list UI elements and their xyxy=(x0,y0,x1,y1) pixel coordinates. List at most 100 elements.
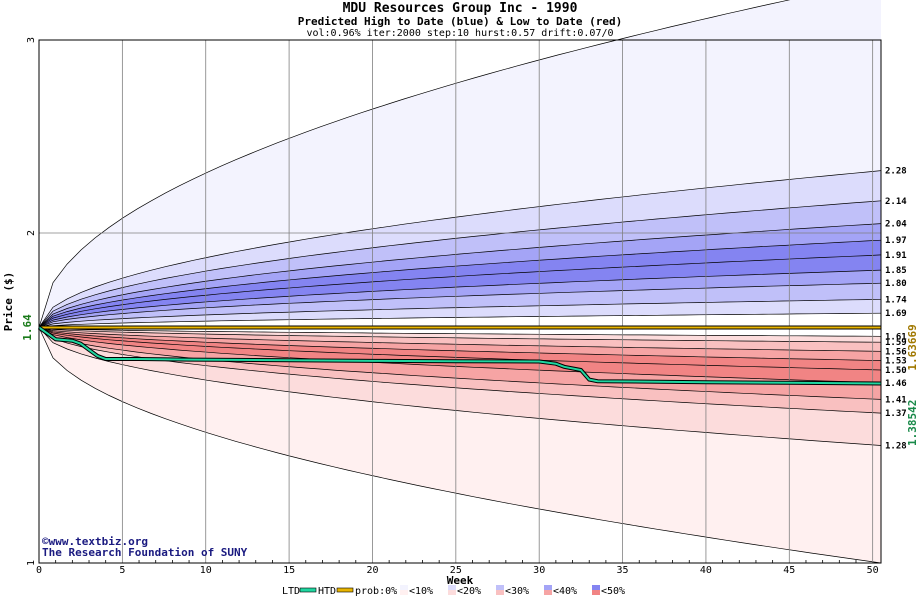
band-end-value-label: 1.41 xyxy=(885,395,907,405)
grid-lines xyxy=(39,40,881,563)
legend-blue-swatch xyxy=(592,585,600,590)
legend-blue-swatch xyxy=(544,585,552,590)
low-to-date-line xyxy=(38,326,882,385)
legend-bin-label: <20% xyxy=(457,586,481,597)
low-band xyxy=(39,327,881,446)
high-band xyxy=(39,200,881,328)
y-tick-label: 1 xyxy=(26,560,37,566)
chart-subtitle: Predicted High to Date (blue) & Low to D… xyxy=(297,15,623,28)
band-boundary-line xyxy=(38,327,882,414)
band-boundary-line xyxy=(38,327,882,564)
band-end-value-label: 2.04 xyxy=(885,220,907,230)
high-to-date-value-label: 1.63669 xyxy=(906,324,919,370)
x-tick-label: 30 xyxy=(533,565,545,576)
legend-prob-label: prob:0% xyxy=(355,586,397,597)
y-tick-label: 2 xyxy=(26,230,37,236)
legend: LTD HTD prob:0% <10% <20% <30% <40% <50% xyxy=(282,585,625,597)
band-boundary-line xyxy=(38,327,882,337)
legend-bin-label: <50% xyxy=(601,586,625,597)
low-to-date-value-label: 1.38542 xyxy=(906,400,919,446)
high-band xyxy=(39,223,881,328)
high-band xyxy=(39,270,881,328)
band-end-value-label: 1.28 xyxy=(885,441,907,451)
band-boundary-line xyxy=(38,312,882,328)
high-band xyxy=(39,283,881,328)
band-boundary-line xyxy=(38,327,882,400)
legend-blue-swatch xyxy=(496,585,504,590)
band-boundary-line xyxy=(38,327,882,343)
probability-bands xyxy=(38,0,882,564)
band-end-value-label: 1.74 xyxy=(885,295,907,305)
axes: 0 5 10 15 20 25 30 35 40 45 50 1 2 3 Week Price ($) 1.64 xyxy=(2,37,882,587)
band-end-value-label: 1.37 xyxy=(885,409,907,419)
low-band xyxy=(39,327,881,383)
y-tick-label: 3 xyxy=(26,37,37,43)
x-tick-label: 15 xyxy=(283,565,295,576)
band-boundary-line xyxy=(38,327,882,361)
low-band xyxy=(39,327,881,343)
band-boundary-line xyxy=(38,269,882,328)
band-end-value-label: 1.80 xyxy=(885,279,907,289)
band-boundary-line xyxy=(38,0,791,328)
band-boundary-line xyxy=(38,282,882,328)
plot-frame xyxy=(38,39,882,564)
low-band xyxy=(39,327,881,414)
legend-red-swatch xyxy=(496,590,504,595)
band-end-value-label: 2.28 xyxy=(885,167,907,177)
x-tick-label: 10 xyxy=(200,565,212,576)
watermark-url: ©www.textbiz.org xyxy=(42,535,148,548)
band-end-value-label: 1.50 xyxy=(885,366,907,376)
band-end-value-label: 1.46 xyxy=(885,379,907,389)
x-tick-label: 5 xyxy=(119,565,125,576)
x-tick-label: 40 xyxy=(700,565,712,576)
x-tick-label: 20 xyxy=(366,565,378,576)
legend-bin-label: <10% xyxy=(409,586,433,597)
band-boundary-line xyxy=(38,327,882,446)
legend-htd-label: HTD xyxy=(318,586,336,597)
high-band xyxy=(39,240,881,328)
band-end-value-label: 2.14 xyxy=(885,197,907,207)
legend-bin-label: <40% xyxy=(553,586,577,597)
series-lines xyxy=(37,325,882,386)
x-tick-label: 0 xyxy=(36,565,42,576)
chart-header: MDU Resources Group Inc - 1990 Predicted… xyxy=(0,1,920,40)
x-tick-label: 35 xyxy=(617,565,629,576)
value-labels: 2.28 2.14 2.04 1.97 1.91 1.85 1.80 1.74 1.69 1.61… xyxy=(885,167,919,452)
current-price-label: 1.64 xyxy=(21,314,34,341)
band-boundary-line xyxy=(38,170,882,328)
x-tick-label: 50 xyxy=(867,565,879,576)
legend-red-swatch xyxy=(592,590,600,595)
band-end-value-label: 1.97 xyxy=(885,236,907,246)
legend-bin-label: <30% xyxy=(505,586,529,597)
x-tick-label: 25 xyxy=(450,565,462,576)
chart-title: MDU Resources Group Inc - 1990 xyxy=(342,1,578,16)
band-end-value-label: 1.59 xyxy=(885,338,907,348)
low-band xyxy=(39,327,881,563)
low-band xyxy=(39,327,881,361)
high-band xyxy=(39,254,881,328)
band-boundary-line xyxy=(38,239,882,328)
band-end-value-label: 1.61 xyxy=(885,332,907,342)
band-boundary-line xyxy=(38,327,882,352)
high-band xyxy=(39,299,881,328)
low-band xyxy=(39,327,881,352)
legend-red-swatch xyxy=(448,590,456,595)
legend-ltd-label: LTD xyxy=(282,586,300,597)
legend-red-swatch xyxy=(544,590,552,595)
watermark-org: The Research Foundation of SUNY xyxy=(42,546,248,559)
band-end-value-label: 1.53 xyxy=(885,357,907,367)
band-end-value-label: 1.69 xyxy=(885,309,907,319)
band-end-value-label: 1.56 xyxy=(885,347,907,357)
low-band xyxy=(39,327,881,370)
band-boundary-line xyxy=(38,254,882,328)
band-boundary-line xyxy=(38,223,882,328)
legend-ltd-swatch xyxy=(299,587,317,593)
band-boundary-line xyxy=(38,298,882,328)
legend-blue-swatch xyxy=(400,585,408,590)
legend-red-swatch xyxy=(400,590,408,595)
high-band xyxy=(39,170,881,328)
y-axis-label: Price ($) xyxy=(2,272,15,332)
band-end-value-label: 1.91 xyxy=(885,251,907,261)
band-boundary-line xyxy=(38,200,882,328)
